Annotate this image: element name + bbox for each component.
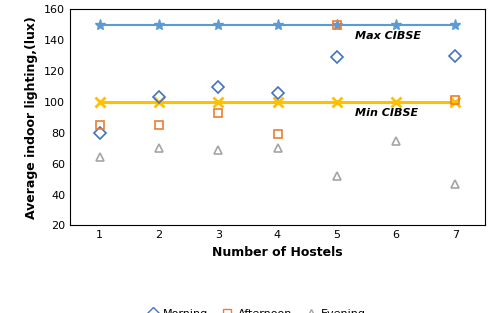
X-axis label: Number of Hostels: Number of Hostels <box>212 246 343 259</box>
Text: Min CIBSE: Min CIBSE <box>354 108 418 118</box>
Y-axis label: Average indoor lighting,(lux): Average indoor lighting,(lux) <box>26 16 38 219</box>
Legend: Morning, Afternoon, Evening: Morning, Afternoon, Evening <box>144 305 370 313</box>
Text: Max CIBSE: Max CIBSE <box>354 31 420 41</box>
